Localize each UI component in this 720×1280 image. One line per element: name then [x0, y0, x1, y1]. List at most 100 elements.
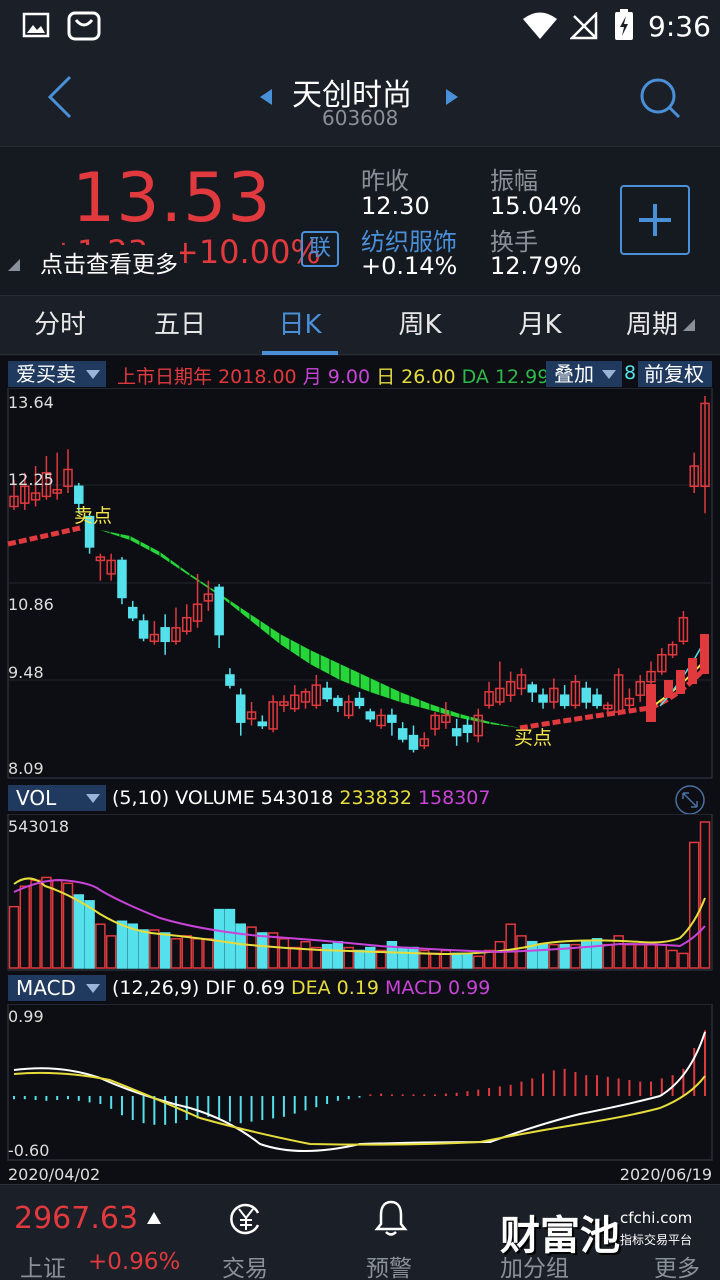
expand-icon[interactable]	[674, 784, 706, 816]
candle	[246, 701, 257, 726]
candle-body	[408, 734, 419, 750]
next-stock-icon[interactable]	[444, 88, 460, 106]
volume-ma5-line	[13, 877, 706, 956]
candle	[678, 610, 689, 645]
volume-dropdown-label: VOL	[16, 786, 57, 810]
volume-bar	[19, 885, 31, 969]
trade-label: 交易	[222, 1256, 268, 1280]
back-icon[interactable]	[44, 74, 74, 120]
kline-chart[interactable]: 13.64 12.25 10.86 9.48 8.09 卖点 买点	[0, 388, 720, 780]
index-ticker[interactable]: 2967.63 上证 +0.96%	[0, 1185, 196, 1280]
adjust-dropdown[interactable]: 前复权	[638, 361, 712, 387]
period-corner-icon	[683, 319, 695, 331]
volume-bar	[51, 879, 63, 969]
volume-bar	[95, 923, 106, 969]
y-label-top: 13.64	[8, 393, 54, 412]
watermark-tagline: 指标交易平台	[620, 1233, 693, 1247]
candle	[192, 573, 203, 628]
volume-max-label: 543018	[8, 817, 69, 836]
candle	[333, 695, 343, 713]
index-name: 上证	[20, 1256, 66, 1280]
candle-body	[559, 694, 570, 707]
volume-bar	[559, 943, 570, 969]
candle-body	[624, 697, 635, 707]
tab-intraday[interactable]: 分时	[33, 310, 86, 340]
volume-bar	[473, 955, 484, 969]
volume-bar	[203, 938, 214, 969]
volume-bar	[527, 940, 538, 969]
more-button[interactable]: 更多	[630, 1185, 720, 1280]
volume-bar	[451, 952, 462, 969]
candle	[646, 661, 656, 689]
volume-bar	[419, 949, 430, 969]
trade-button[interactable]: 交易	[196, 1185, 296, 1280]
index-change: +0.96%	[88, 1249, 181, 1275]
candle	[171, 607, 181, 645]
volume-bar	[278, 938, 290, 969]
watchlist-group-button[interactable]: 加分组	[490, 1185, 590, 1280]
support-line-right	[519, 666, 707, 731]
candle-body	[495, 687, 505, 703]
search-icon[interactable]	[638, 76, 682, 120]
volume-bar	[375, 949, 387, 969]
overlay-label: 叠加	[554, 362, 594, 386]
candle	[484, 681, 494, 709]
volume-bar	[267, 932, 279, 969]
volume-value: 543018	[260, 787, 334, 809]
indicator-dropdown[interactable]: 爱买卖	[8, 361, 106, 387]
candle-body	[41, 472, 52, 498]
quote-panel[interactable]: 13.53 +1.23 +10.00% 点击查看更多 联 昨收 12.30 纺织…	[0, 147, 720, 295]
link-badge[interactable]: 联	[301, 231, 339, 267]
macd-dropdown[interactable]: MACD	[8, 975, 106, 1001]
candle-body	[117, 559, 127, 599]
candle-body	[441, 714, 451, 723]
volume-chart[interactable]: 543018	[0, 814, 720, 972]
candle	[117, 557, 127, 605]
tab-weekly-k[interactable]: 周K	[398, 310, 442, 340]
volume-bar	[624, 943, 635, 969]
candle-body	[74, 485, 84, 504]
tap-for-more-hint[interactable]: 点击查看更多	[40, 245, 180, 279]
alert-button[interactable]: 预警	[340, 1185, 440, 1280]
candle	[538, 688, 548, 709]
support-line	[7, 525, 709, 731]
sector-link[interactable]: 纺织服饰	[361, 228, 457, 256]
candle	[635, 674, 645, 702]
candle-body	[9, 495, 19, 508]
volume-bar	[332, 940, 344, 969]
support-line-left	[7, 525, 81, 547]
overlay-dropdown[interactable]: 叠加	[546, 361, 622, 387]
candle-body	[289, 694, 300, 710]
candle-body	[570, 680, 581, 707]
candle-body	[311, 684, 322, 707]
tab-period[interactable]: 周期	[625, 310, 678, 340]
breakout-bar	[688, 658, 697, 684]
tab-five-day[interactable]: 五日	[153, 310, 206, 340]
battery-charging-icon	[615, 9, 633, 40]
candle	[408, 725, 419, 753]
candle-body	[538, 694, 548, 703]
no-signal-icon	[570, 12, 598, 40]
candle-body	[376, 714, 386, 727]
more-label: 更多	[654, 1256, 700, 1280]
chart-area[interactable]: 爱买卖 上市日期年 2018.00 月 9.00 日 26.00 DA 12.9…	[0, 356, 720, 1184]
volume-bar	[235, 923, 246, 969]
candle	[624, 688, 635, 709]
candle-body	[343, 701, 354, 717]
volume-bar	[41, 876, 52, 969]
tab-daily-k[interactable]: 日K	[278, 310, 322, 340]
candle	[52, 452, 62, 500]
candle	[9, 479, 19, 510]
candle-body	[689, 465, 699, 488]
macd-chart[interactable]: 0.99 -0.60 2020/04/02 2020/06/19	[0, 1004, 720, 1184]
add-watchlist-button[interactable]	[620, 185, 690, 255]
y-label-bottom: 8.09	[8, 759, 44, 778]
dif-value: 0.69	[242, 977, 285, 999]
prev-stock-icon[interactable]	[258, 88, 274, 106]
volume-bar	[494, 940, 506, 969]
candle	[700, 396, 710, 514]
candle-body	[128, 606, 138, 619]
tab-monthly-k[interactable]: 月K	[518, 310, 562, 340]
volume-dropdown[interactable]: VOL	[8, 785, 106, 811]
candle	[95, 553, 106, 581]
